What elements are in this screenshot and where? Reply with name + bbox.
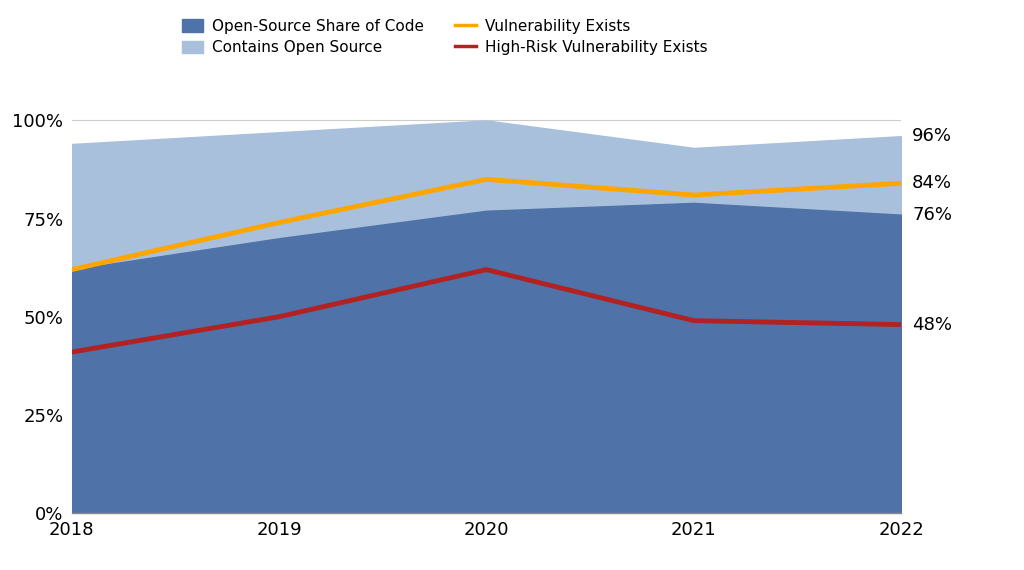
Text: 96%: 96% (912, 127, 952, 145)
Text: 48%: 48% (912, 316, 952, 333)
Text: 84%: 84% (912, 174, 952, 192)
Legend: Open-Source Share of Code, Contains Open Source, Vulnerability Exists, High-Risk: Open-Source Share of Code, Contains Open… (176, 13, 714, 62)
Text: 76%: 76% (912, 206, 952, 223)
